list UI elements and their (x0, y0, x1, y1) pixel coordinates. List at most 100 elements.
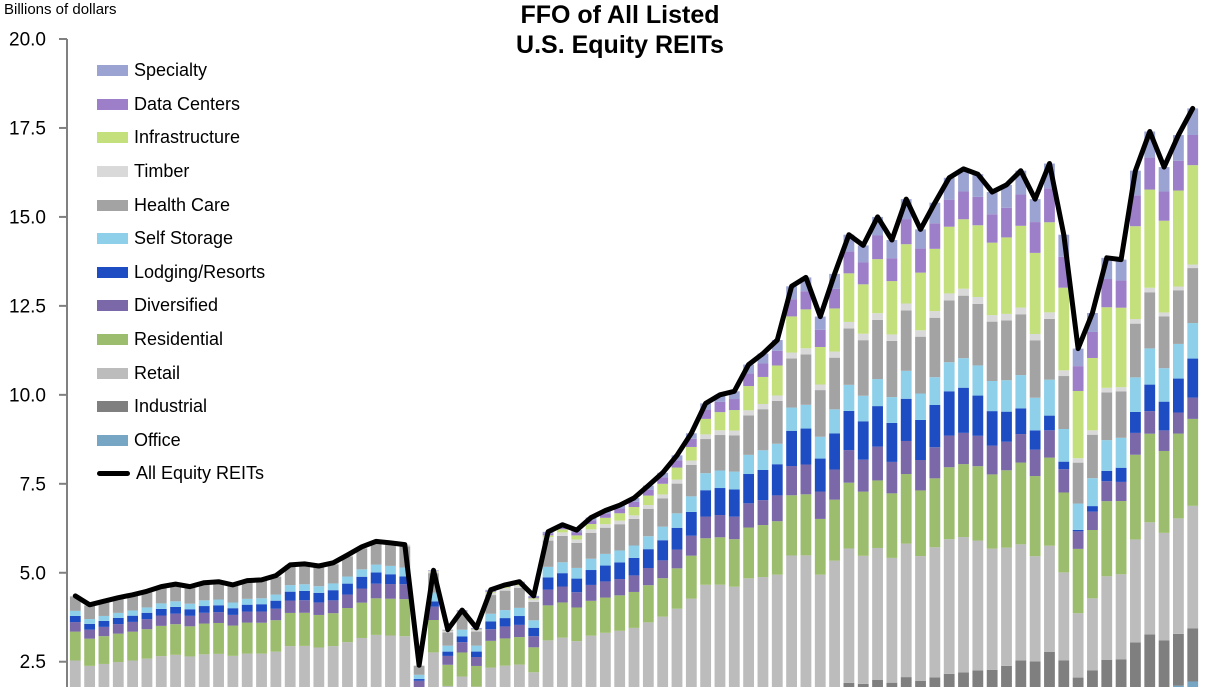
bar-segment-retail (714, 584, 726, 687)
bar-segment-lodging-resorts (757, 469, 769, 501)
bar-segment-lodging-resorts (456, 636, 468, 643)
bar-segment-self-storage (442, 645, 454, 652)
bar-segment-infrastructure (585, 524, 597, 530)
bar-segment-lodging-resorts (413, 679, 425, 681)
bar-segment-retail (84, 665, 96, 687)
bar-segment-health-care (270, 576, 282, 595)
bar-segment-data-centers (857, 262, 869, 285)
bar-segment-self-storage (1015, 375, 1027, 409)
bar-segment-diversified (1015, 434, 1027, 463)
bar-segment-data-centers (657, 477, 669, 484)
bar-segment-data-centers (1015, 194, 1027, 226)
legend-item: Self Storage (97, 222, 265, 256)
bar-segment-self-storage (786, 407, 797, 431)
bar-segment-health-care (213, 582, 224, 600)
bar-segment-retail (356, 637, 368, 687)
bar-segment-retail (900, 543, 912, 678)
bar-segment-specialty (757, 353, 769, 364)
bar-segment-industrial (1072, 677, 1084, 687)
bar-segment-timber (599, 524, 611, 528)
bar-segment-data-centers (929, 223, 941, 249)
bar-segment-health-care (1072, 462, 1084, 504)
bar-segment-self-storage (771, 443, 783, 465)
legend-item-label: Health Care (134, 194, 231, 215)
bar-segment-data-centers (814, 329, 826, 347)
bar-segment-self-storage (1144, 348, 1156, 385)
bar-segment-lodging-resorts (657, 540, 669, 561)
bar-segment-self-storage (599, 553, 611, 566)
bar-segment-diversified (370, 583, 382, 599)
bar-segment-infrastructure (771, 365, 783, 396)
bar-segment-specialty (728, 391, 740, 400)
bar-segment-health-care (814, 390, 826, 437)
bar-segment-timber (657, 494, 669, 499)
bar-segment-timber (685, 460, 697, 465)
bar-segment-health-care (700, 439, 712, 474)
bar-segment-retail (671, 608, 683, 687)
bar-segment-retail (528, 672, 540, 687)
bar-segment-infrastructure (872, 259, 883, 314)
bar-segment-self-storage (256, 598, 267, 605)
bar-segment-timber (872, 313, 883, 320)
bar-segment-health-care (614, 524, 626, 551)
bar-segment-data-centers (843, 251, 855, 274)
bar-segment-diversified (886, 461, 898, 494)
bar-segment-retail (170, 654, 181, 687)
bar-segment-diversified (800, 464, 812, 495)
bar-segment-self-storage (471, 645, 482, 652)
bar-segment-lodging-resorts (241, 604, 253, 612)
legend-color-swatch-icon (97, 367, 128, 379)
bar-segment-timber (1130, 319, 1141, 324)
bar-segment-health-care (413, 665, 425, 675)
bar-segment-retail (786, 555, 797, 687)
bar-segment-data-centers (585, 520, 597, 525)
bar-segment-self-storage (270, 594, 282, 601)
bar-segment-self-storage (514, 607, 525, 617)
bar-segment-residential (69, 631, 81, 661)
legend-color-swatch-icon (97, 266, 128, 278)
bar-segment-self-storage (370, 564, 382, 573)
bar-segment-timber (471, 629, 482, 632)
bar-segment-residential (614, 595, 626, 631)
bar-segment-lodging-resorts (671, 527, 683, 550)
bar-segment-lodging-resorts (642, 549, 654, 568)
bar-segment-self-storage (198, 600, 210, 607)
bar-segment-specialty (814, 316, 826, 330)
bar-segment-diversified (986, 445, 998, 475)
bar-segment-diversified (528, 636, 540, 648)
bar-segment-retail (184, 656, 196, 687)
bar-segment-retail (757, 577, 769, 687)
bar-segment-specialty (915, 229, 926, 249)
bar-segment-timber (514, 585, 525, 588)
bar-segment-retail (642, 622, 654, 687)
bar-segment-infrastructure (929, 248, 941, 312)
bar-segment-residential (141, 629, 153, 659)
y-axis-tick-label: 20.0 (9, 30, 46, 51)
bar-segment-infrastructure (943, 226, 955, 294)
bar-segment-self-storage (943, 362, 955, 392)
bar-segment-health-care (98, 601, 110, 616)
bar-segment-health-care (786, 358, 797, 408)
bar-segment-diversified (571, 592, 583, 608)
bar-segment-self-storage (542, 566, 554, 578)
bar-segment-data-centers (829, 288, 840, 309)
bar-segment-self-storage (313, 586, 325, 593)
bar-segment-retail (685, 598, 697, 687)
bar-segment-residential (1044, 457, 1055, 546)
bar-segment-lodging-resorts (198, 606, 210, 613)
bar-segment-residential (1072, 548, 1084, 614)
bar-segment-self-storage (929, 377, 941, 405)
bar-segment-industrial (1058, 660, 1070, 687)
bar-segment-self-storage (900, 370, 912, 399)
bar-segment-lodging-resorts (399, 576, 411, 585)
bar-segment-health-care (1001, 320, 1012, 381)
bar-segment-data-centers (743, 373, 755, 387)
bar-segment-diversified (929, 447, 941, 479)
bar-segment-residential (743, 527, 755, 579)
bar-segment-retail (1058, 572, 1070, 661)
bar-segment-self-storage (556, 562, 568, 574)
bar-segment-health-care (958, 295, 969, 359)
bar-segment-timber (958, 288, 969, 296)
bar-segment-health-care (657, 498, 669, 527)
bar-segment-lodging-resorts (1130, 411, 1141, 433)
